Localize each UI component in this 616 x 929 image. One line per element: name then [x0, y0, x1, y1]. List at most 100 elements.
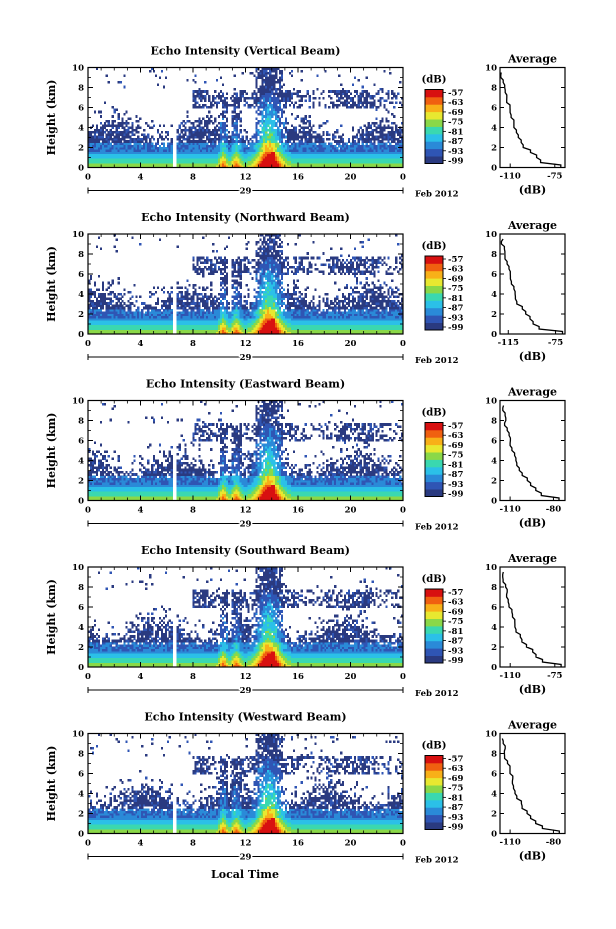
heat-cell	[263, 133, 266, 136]
heat-cell	[259, 660, 262, 663]
heat-cell	[158, 475, 162, 479]
heat-cell	[330, 299, 333, 303]
heat-cell	[133, 142, 142, 146]
heat-cell	[182, 137, 187, 141]
heat-cell	[277, 327, 280, 330]
heat-cell	[247, 450, 250, 454]
heat-cell	[255, 277, 258, 280]
heat-cell	[223, 103, 236, 107]
heat-cell	[267, 284, 276, 287]
heat-cell	[336, 142, 341, 146]
heat-cell	[280, 327, 286, 330]
heat-cell	[208, 480, 215, 483]
heat-cell	[184, 304, 187, 308]
heat-cell	[117, 455, 120, 458]
heat-cell	[212, 99, 215, 102]
heat-cell	[107, 470, 112, 474]
heat-cell	[111, 119, 116, 123]
heat-cell	[88, 498, 173, 501]
heat-cell	[239, 473, 242, 476]
heat-cell	[393, 430, 396, 433]
colorbar-tick-label: -99	[448, 323, 463, 333]
heat-cell	[389, 142, 392, 146]
heat-cell	[265, 81, 282, 84]
heat-cell	[202, 311, 207, 314]
heat-cell	[97, 295, 107, 298]
heat-cell	[198, 122, 203, 125]
heat-cell	[284, 90, 288, 93]
heat-cell	[166, 464, 173, 467]
heat-cell	[308, 405, 311, 408]
heat-cell	[294, 256, 297, 260]
heat-cell	[269, 117, 272, 121]
heat-cell	[198, 259, 201, 262]
heat-cell	[198, 147, 201, 150]
heat-cell	[176, 329, 219, 333]
heat-cell	[290, 484, 404, 488]
y-tick-label: 4	[78, 457, 84, 467]
heat-cell	[180, 306, 183, 310]
heat-cell	[239, 306, 242, 310]
heat-cell	[278, 160, 282, 164]
heat-cell	[361, 128, 364, 132]
heat-cell	[296, 439, 301, 442]
heat-cell	[253, 489, 258, 492]
heat-cell	[221, 315, 225, 319]
heat-cell	[288, 149, 299, 152]
heat-cell	[288, 97, 294, 100]
heat-cell	[162, 290, 166, 294]
heat-cell	[156, 149, 160, 152]
heat-cell	[361, 101, 376, 105]
heat-cell	[263, 297, 266, 301]
heat-cell	[365, 142, 368, 146]
heat-cell	[88, 313, 91, 317]
heat-cell	[178, 443, 181, 447]
heat-cell	[206, 126, 209, 130]
heat-cell	[125, 133, 130, 136]
heat-cell	[227, 153, 233, 157]
heat-cell	[206, 295, 209, 298]
heat-cell	[249, 459, 254, 463]
heat-cell	[233, 309, 236, 312]
heat-cell	[251, 482, 258, 485]
heat-cell	[233, 324, 240, 328]
heat-cell	[296, 90, 301, 93]
heat-cell	[97, 293, 101, 296]
heat-cell	[273, 103, 278, 107]
heat-cell	[176, 482, 179, 485]
heat-cell	[361, 311, 364, 314]
heat-cell	[204, 99, 207, 102]
heat-cell	[192, 439, 197, 442]
heat-cell	[286, 270, 290, 273]
heat-cell	[302, 149, 307, 152]
colorbar-tick-label: -69	[448, 274, 463, 284]
heat-cell	[147, 142, 152, 146]
heat-cell	[158, 133, 162, 136]
heat-cell	[219, 311, 227, 314]
heat-cell	[286, 162, 404, 166]
heat-cell	[247, 468, 250, 472]
heat-cell	[243, 265, 248, 269]
heat-cell	[223, 461, 227, 465]
heat-cell	[168, 313, 171, 317]
heat-cell	[359, 281, 362, 285]
heat-cell	[257, 313, 262, 317]
heat-cell	[275, 445, 278, 449]
heat-cell	[387, 297, 390, 301]
heat-cell	[259, 322, 262, 326]
heat-cell	[261, 128, 266, 132]
heat-cell	[105, 135, 108, 139]
heat-cell	[267, 653, 276, 656]
heat-cell	[308, 147, 313, 150]
heat-cell	[212, 434, 215, 438]
heat-cell	[359, 137, 362, 141]
heat-cell	[261, 160, 278, 164]
heat-cell	[257, 90, 272, 93]
heat-cell	[239, 297, 242, 301]
heat-cell	[377, 259, 380, 262]
colorbar-swatch	[425, 126, 443, 135]
heat-cell	[221, 313, 225, 317]
heat-cell	[227, 131, 231, 134]
heat-cell	[255, 279, 258, 283]
heat-cell	[381, 475, 388, 479]
